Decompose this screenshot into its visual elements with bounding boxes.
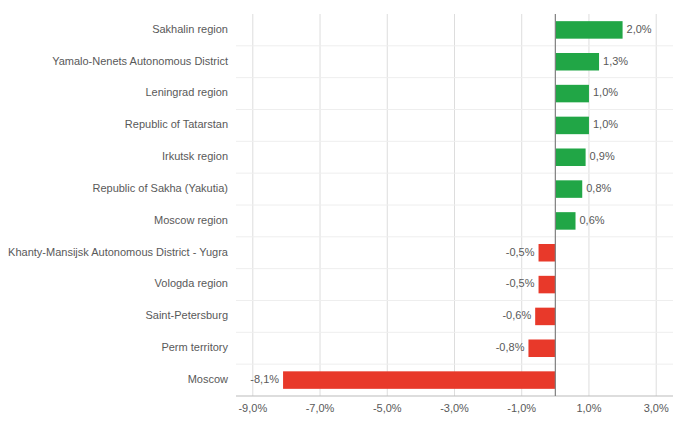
- data-label: 1,0%: [593, 118, 618, 130]
- data-label: -0,5%: [506, 246, 535, 258]
- data-label: -0,6%: [502, 309, 531, 321]
- tick-label: -3,0%: [440, 402, 469, 414]
- tick-label: -5,0%: [373, 402, 402, 414]
- y-axis-labels: Moscow Perm territory Saint-Petersburg Volo…: [8, 23, 229, 385]
- bar: [555, 85, 589, 103]
- tick-label: -1,0%: [507, 402, 536, 414]
- data-label: 1,0%: [593, 86, 618, 98]
- page: {"chart_data": {"type": "bar", "orientat…: [0, 0, 697, 426]
- data-label: -0,8%: [496, 341, 525, 353]
- bar: [555, 21, 622, 39]
- row-separator: [236, 300, 673, 301]
- bar: [555, 180, 582, 198]
- row-separator: [236, 364, 673, 365]
- category-label: Vologda region: [155, 277, 228, 289]
- bar: [283, 371, 555, 389]
- row-separator: [236, 332, 673, 333]
- category-label: Perm territory: [161, 341, 228, 353]
- row-separator: [236, 236, 673, 237]
- data-label: 0,8%: [586, 182, 611, 194]
- chart-container: Moscow Perm territory Saint-Petersburg Volo…: [0, 0, 697, 426]
- bar: [528, 339, 555, 357]
- row-separator: [236, 141, 673, 142]
- row-separators: [236, 46, 673, 364]
- data-label: 0,6%: [580, 214, 605, 226]
- data-label: 0,9%: [590, 150, 615, 162]
- data-label: 2,0%: [627, 23, 652, 35]
- category-label: Saint-Petersburg: [145, 309, 228, 321]
- chart-svg: Moscow Perm territory Saint-Petersburg Volo…: [0, 0, 697, 426]
- category-label: Moscow: [188, 373, 228, 385]
- tick-label: -7,0%: [306, 402, 335, 414]
- data-label: -0,5%: [506, 277, 535, 289]
- row-separator: [236, 109, 673, 110]
- row-separator: [236, 205, 673, 206]
- tick-label: 3,0%: [644, 402, 669, 414]
- row-separator: [236, 173, 673, 174]
- category-label: Yamalo-Nenets Autonomous District: [52, 55, 228, 67]
- category-label: Leningrad region: [145, 86, 228, 98]
- category-label: Sakhalin region: [152, 23, 228, 35]
- row-separator: [236, 77, 673, 78]
- category-label: Khanty-Mansijsk Autonomous District - Yu…: [8, 246, 229, 258]
- category-label: Moscow region: [154, 214, 228, 226]
- tick-label: 1,0%: [576, 402, 601, 414]
- bar: [555, 212, 575, 230]
- x-axis-line: [236, 396, 673, 397]
- bar: [539, 276, 556, 294]
- row-separator: [236, 268, 673, 269]
- tick-label: -9,0%: [238, 402, 267, 414]
- bar: [555, 148, 585, 166]
- bar: [555, 53, 599, 71]
- bar: [539, 244, 556, 262]
- category-label: Irkutsk region: [162, 150, 228, 162]
- data-label: -8,1%: [250, 373, 279, 385]
- bars: [283, 21, 623, 389]
- x-axis-labels: -9,0% -7,0% -5,0% -3,0% -1,0% 1,0% 3,0%: [238, 402, 669, 414]
- category-label: Republic of Tatarstan: [125, 118, 228, 130]
- category-label: Republic of Sakha (Yakutia): [92, 182, 228, 194]
- bar: [555, 117, 589, 135]
- row-separator: [236, 45, 673, 46]
- data-label: 1,3%: [603, 55, 628, 67]
- data-labels: -8,1% -0,8% -0,6% -0,5% -0,5% 0,6% 0,8% 0,9% 1,0…: [250, 23, 652, 385]
- bar: [535, 308, 555, 326]
- zero-line: [555, 14, 556, 396]
